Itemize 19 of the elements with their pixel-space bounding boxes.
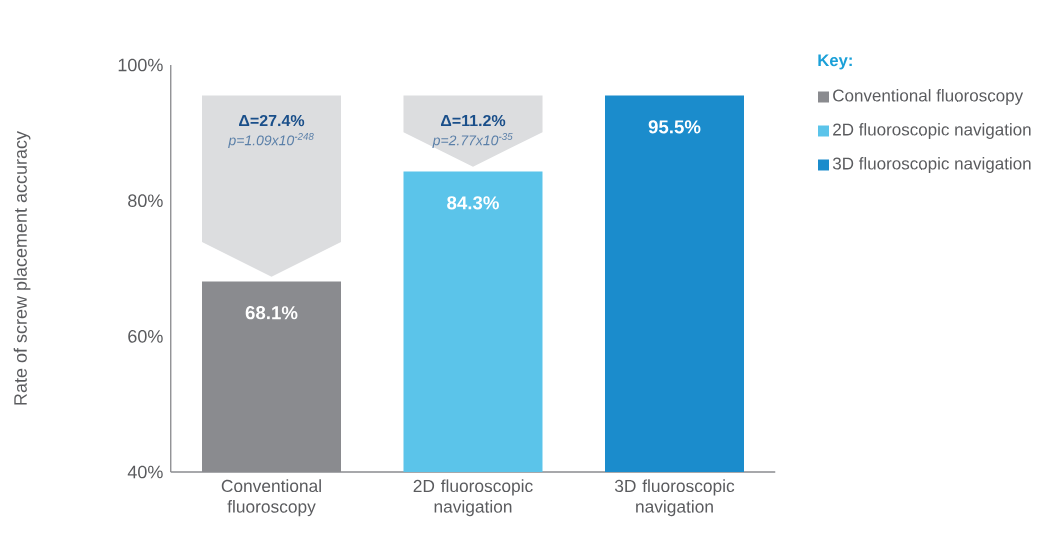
- legend-label: Conventional fluoroscopy: [833, 89, 1024, 105]
- data-label: 84.3%: [447, 196, 499, 210]
- x-tick-label: 3D fluoroscopic navigation: [614, 479, 735, 517]
- y-tick-label: 40%: [127, 465, 163, 479]
- legend-title: Key:: [818, 54, 852, 70]
- x-tick-label: 2D fluoroscopic navigation: [413, 479, 533, 517]
- annotation: Δ=27.4%: [239, 114, 305, 127]
- data-label: 95.5%: [648, 120, 701, 134]
- legend-label: 3D fluoroscopic navigation: [832, 157, 1031, 173]
- annotation: Δ=11.2%: [440, 114, 506, 127]
- data-label: 68.1%: [245, 306, 298, 320]
- x-tick-label: Conventional fluoroscopy: [221, 479, 321, 517]
- annotation: p=2.77x10$^{-35}$: [432, 133, 513, 149]
- y-tick-label: 60%: [128, 329, 163, 343]
- y-tick-label: 80%: [128, 194, 163, 208]
- annotation: p=1.09x10$^{-248}$: [228, 133, 314, 149]
- y-axis-title: Rate of screw placement accuracy: [13, 131, 31, 405]
- y-tick-label: 100%: [118, 58, 163, 72]
- legend-label: 2D fluoroscopic navigation: [833, 123, 1031, 139]
